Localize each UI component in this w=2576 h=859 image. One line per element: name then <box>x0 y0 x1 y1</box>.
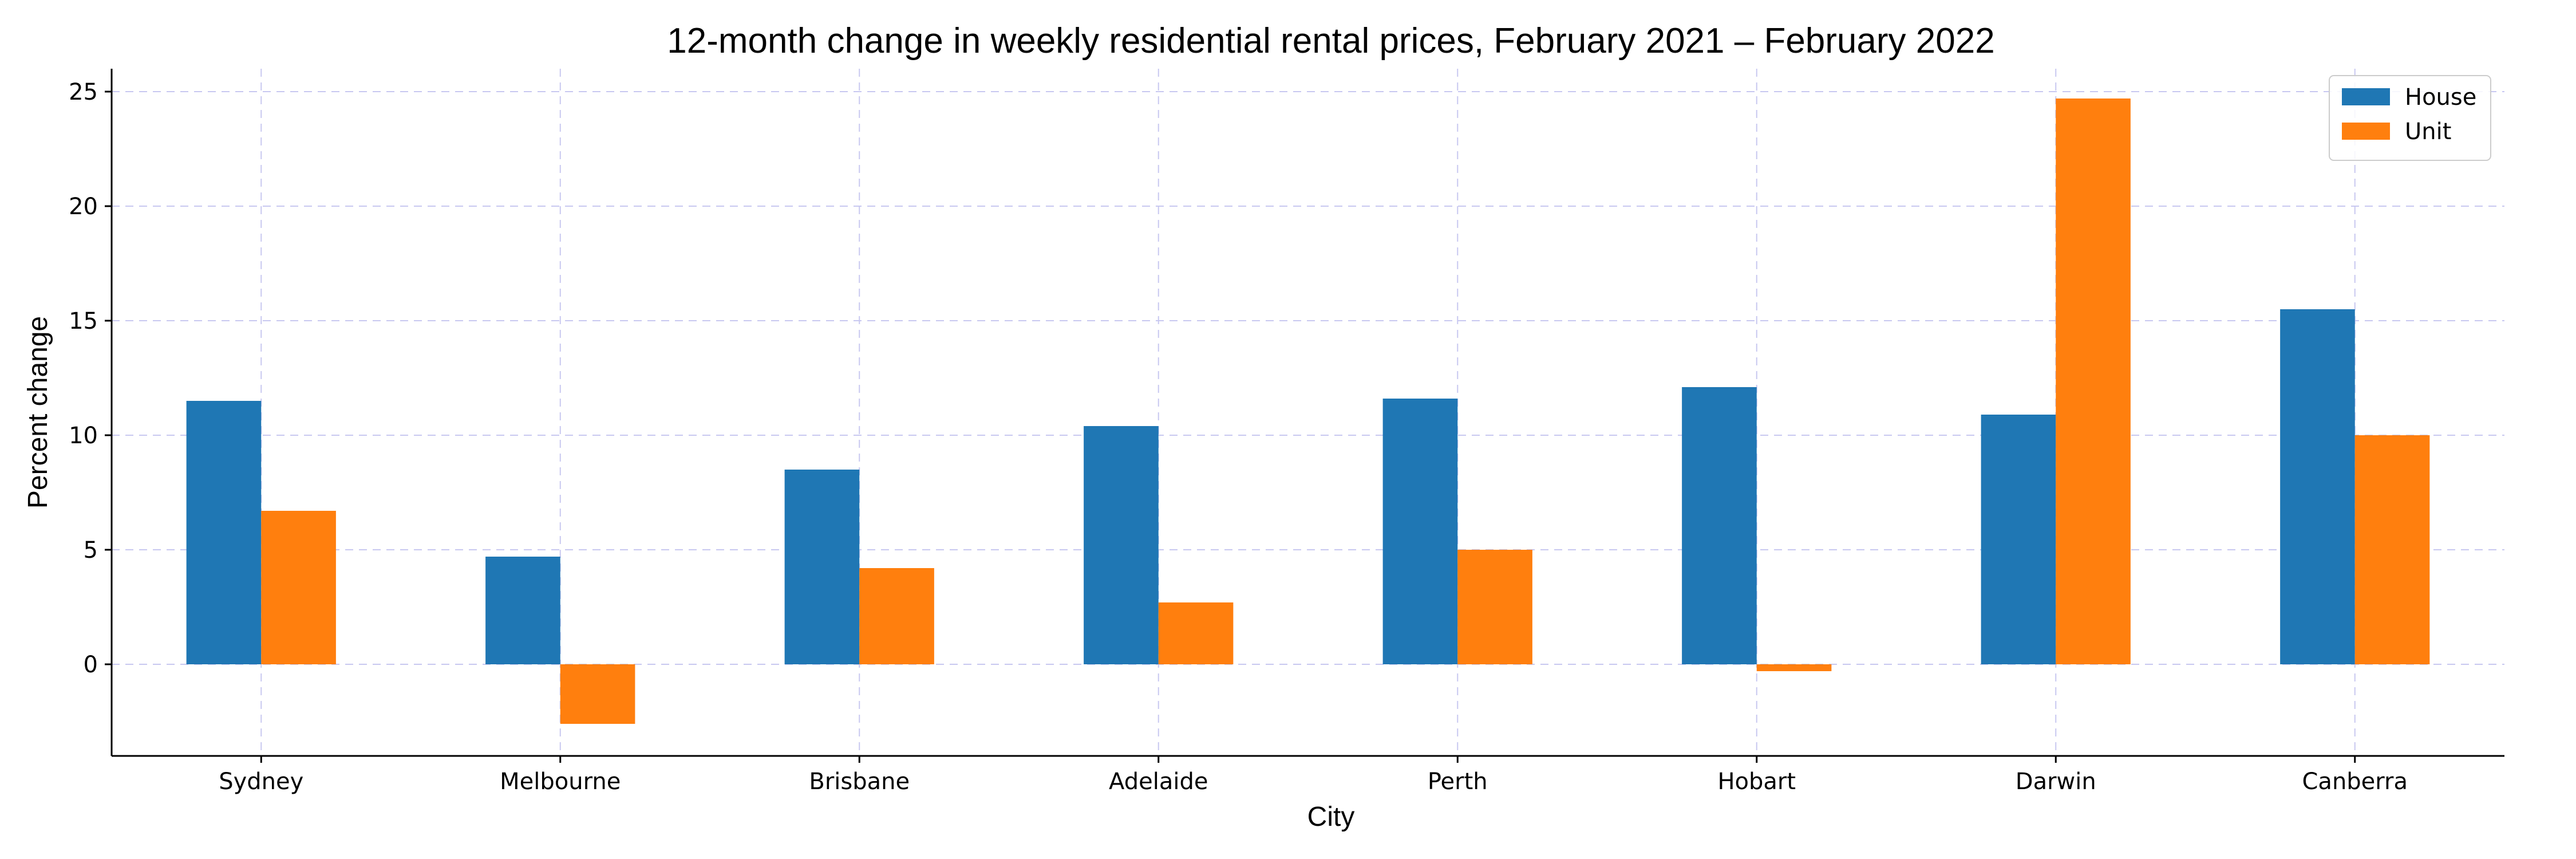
x-tick-label-darwin: Darwin <box>2016 769 2096 795</box>
y-tick-label: 10 <box>69 423 98 449</box>
y-axis-label: Percent change <box>23 316 53 509</box>
bar-house-brisbane <box>784 470 860 664</box>
legend-label-unit: Unit <box>2405 119 2451 145</box>
x-tick-label-melbourne: Melbourne <box>500 769 621 795</box>
y-tick-label: 25 <box>69 79 98 105</box>
y-tick-label: 20 <box>69 194 98 220</box>
bar-house-hobart <box>1682 387 1757 664</box>
y-tick-label: 15 <box>69 308 98 334</box>
bar-house-perth <box>1382 399 1458 664</box>
legend-swatch-unit <box>2342 123 2390 140</box>
bar-unit-sydney <box>261 511 336 664</box>
x-tick-label-sydney: Sydney <box>219 769 303 795</box>
bar-unit-perth <box>1457 550 1532 664</box>
x-tick-label-hobart: Hobart <box>1717 769 1796 795</box>
bar-unit-adelaide <box>1158 602 1234 664</box>
y-tick-label: 0 <box>84 652 98 678</box>
x-axis-label: City <box>1307 802 1355 832</box>
bar-unit-canberra <box>2354 435 2430 664</box>
bar-unit-melbourne <box>560 664 635 724</box>
y-tick-label: 5 <box>84 537 98 564</box>
bar-house-sydney <box>186 401 262 664</box>
bar-house-adelaide <box>1084 426 1159 664</box>
ticks-layer: 0 5 10 15 20 25 Sydney Melbourne Brisbane Adelaid… <box>69 79 2408 795</box>
x-tick-label-adelaide: Adelaide <box>1109 769 1208 795</box>
bar-unit-hobart <box>1756 664 1832 671</box>
x-tick-label-perth: Perth <box>1428 769 1488 795</box>
bar-house-darwin <box>1981 415 2056 664</box>
chart-title: 12-month change in weekly residential re… <box>667 21 1994 61</box>
bars-layer <box>186 98 2430 724</box>
bar-unit-brisbane <box>859 568 934 664</box>
legend: House Unit <box>2329 75 2491 161</box>
bar-unit-darwin <box>2056 98 2131 664</box>
legend-label-house: House <box>2405 84 2476 111</box>
axes-layer <box>110 69 2504 757</box>
x-tick-label-brisbane: Brisbane <box>809 769 910 795</box>
x-tick-label-canberra: Canberra <box>2302 769 2408 795</box>
grid-layer <box>112 69 2504 756</box>
bar-house-melbourne <box>485 557 560 664</box>
bar-house-canberra <box>2280 309 2355 664</box>
legend-swatch-house <box>2342 88 2390 105</box>
